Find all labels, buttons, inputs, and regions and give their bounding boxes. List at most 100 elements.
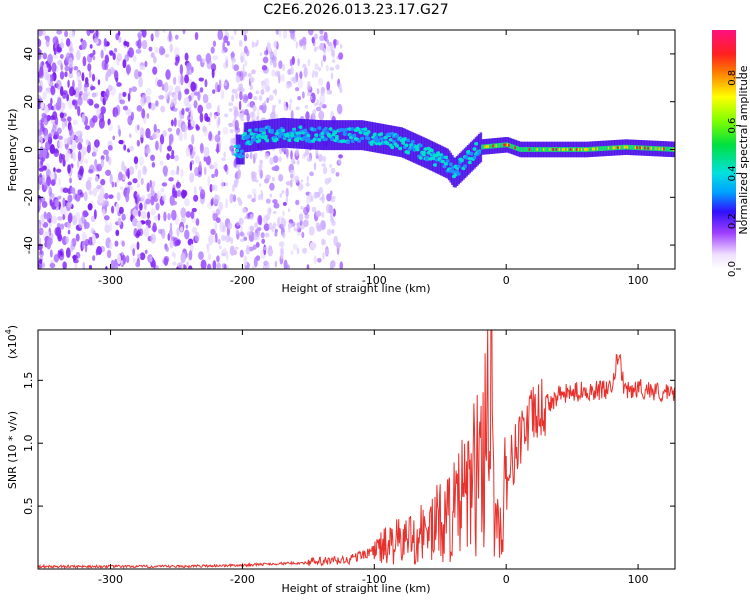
noise-mark bbox=[217, 30, 224, 41]
noise-mark bbox=[211, 173, 215, 179]
noise-mark bbox=[308, 226, 315, 236]
noise-mark bbox=[205, 52, 212, 64]
noise-mark bbox=[297, 78, 304, 89]
noise-mark bbox=[186, 261, 189, 266]
noise-mark bbox=[167, 145, 172, 152]
ridge-peak bbox=[640, 146, 644, 150]
noise-mark bbox=[323, 47, 327, 57]
noise-mark bbox=[229, 245, 235, 256]
noise-mark bbox=[313, 162, 317, 171]
noise-mark bbox=[304, 105, 309, 109]
noise-mark bbox=[232, 194, 237, 203]
noise-mark bbox=[322, 239, 326, 245]
noise-mark bbox=[310, 195, 314, 202]
noise-mark bbox=[278, 99, 281, 104]
noise-mark bbox=[243, 255, 248, 266]
noise-mark bbox=[233, 110, 239, 118]
ridge-core bbox=[287, 138, 293, 143]
noise-mark bbox=[220, 89, 225, 100]
noise-mark bbox=[139, 127, 145, 138]
noise-mark bbox=[188, 250, 193, 261]
noise-mark bbox=[154, 46, 159, 54]
noise-mark bbox=[148, 46, 153, 52]
noise-mark bbox=[297, 96, 301, 101]
noise-mark bbox=[272, 104, 277, 109]
noise-mark bbox=[305, 111, 310, 121]
noise-mark bbox=[255, 179, 259, 183]
noise-mark bbox=[165, 246, 169, 252]
noise-mark bbox=[291, 56, 295, 65]
noise-mark bbox=[92, 233, 96, 245]
ridge-core bbox=[525, 147, 529, 152]
noise-mark bbox=[264, 152, 270, 159]
ridge-core bbox=[547, 147, 551, 152]
noise-mark bbox=[260, 81, 266, 90]
noise-mark bbox=[118, 171, 123, 181]
colorbar-tick-label: 0.8 bbox=[727, 70, 738, 86]
noise-mark bbox=[190, 210, 195, 220]
noise-mark bbox=[216, 143, 220, 154]
ridge-halo bbox=[242, 134, 245, 165]
noise-mark bbox=[179, 114, 185, 119]
noise-mark bbox=[204, 79, 208, 88]
noise-mark bbox=[104, 192, 109, 200]
noise-mark bbox=[220, 235, 226, 241]
noise-mark bbox=[256, 39, 259, 46]
noise-mark bbox=[150, 195, 155, 206]
noise-mark bbox=[88, 30, 95, 34]
noise-mark bbox=[297, 183, 304, 191]
noise-mark bbox=[326, 89, 332, 95]
noise-mark bbox=[240, 238, 245, 242]
noise-mark bbox=[173, 253, 176, 259]
noise-mark bbox=[131, 217, 138, 227]
noise-mark bbox=[189, 172, 195, 183]
ridge-halo bbox=[359, 120, 362, 151]
noise-mark bbox=[252, 244, 257, 250]
noise-mark bbox=[206, 243, 210, 250]
ridge-core bbox=[443, 161, 449, 166]
ridge-halo bbox=[269, 119, 272, 150]
noise-mark bbox=[240, 118, 245, 122]
snr-ticks: -300 -200 -100 0 100 0.5 1.0 1.5 bbox=[22, 330, 675, 586]
noise-mark bbox=[116, 53, 122, 62]
ridge-core bbox=[610, 145, 614, 151]
snr-y-tick-label: 0.5 bbox=[22, 497, 35, 514]
ridge-core bbox=[296, 133, 302, 138]
noise-mark bbox=[48, 218, 52, 224]
noise-mark bbox=[60, 223, 65, 230]
noise-mark bbox=[339, 261, 344, 269]
noise-mark bbox=[246, 231, 253, 236]
snr-scale-exp: 4 bbox=[4, 329, 13, 334]
ridge-core bbox=[328, 127, 334, 131]
noise-mark bbox=[322, 166, 328, 175]
ridge-halo bbox=[284, 117, 288, 148]
noise-mark bbox=[195, 124, 199, 129]
noise-mark bbox=[235, 228, 240, 235]
ridge-core bbox=[498, 143, 502, 148]
noise-mark bbox=[38, 38, 42, 48]
ridge-peak bbox=[566, 148, 570, 151]
noise-mark bbox=[39, 66, 44, 77]
noise-mark bbox=[282, 232, 286, 239]
noise-mark bbox=[59, 86, 64, 97]
noise-mark bbox=[60, 117, 67, 122]
noise-mark bbox=[81, 72, 85, 82]
noise-mark bbox=[249, 213, 254, 221]
noise-mark bbox=[202, 93, 209, 104]
noise-mark bbox=[303, 152, 308, 157]
noise-mark bbox=[135, 196, 138, 204]
ridge-core bbox=[394, 144, 400, 148]
noise-mark bbox=[57, 135, 63, 140]
noise-mark bbox=[77, 96, 83, 106]
ridge-halo bbox=[356, 120, 359, 151]
noise-mark bbox=[52, 36, 59, 46]
noise-mark bbox=[57, 140, 64, 149]
noise-mark bbox=[114, 182, 117, 188]
ridge-peak bbox=[636, 146, 639, 150]
noise-mark bbox=[173, 117, 177, 127]
noise-mark bbox=[272, 199, 278, 204]
noise-mark bbox=[245, 247, 251, 255]
noise-mark bbox=[233, 30, 237, 36]
noise-mark bbox=[160, 105, 166, 113]
